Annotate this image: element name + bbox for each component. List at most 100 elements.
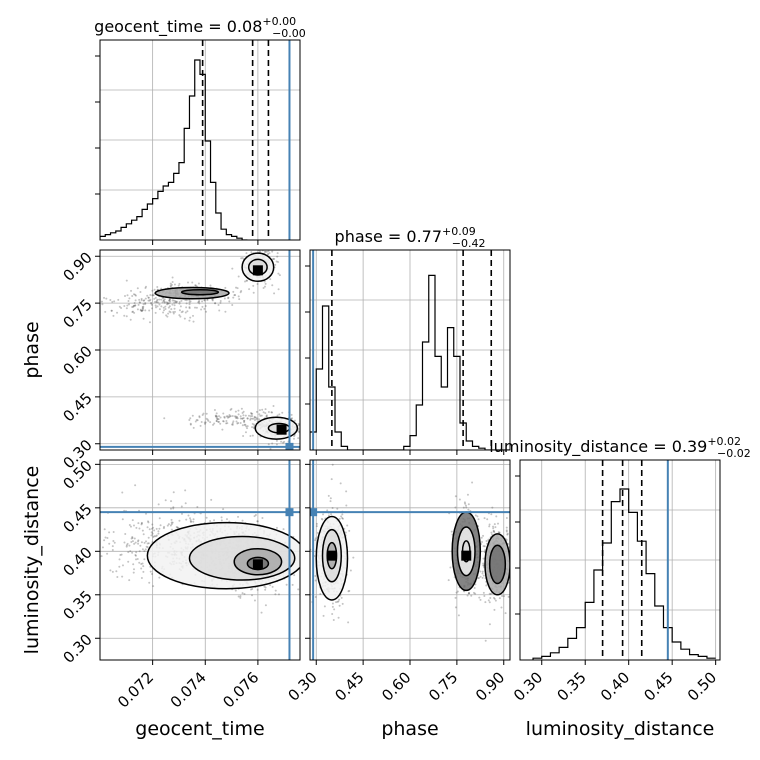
sample-point <box>172 506 175 509</box>
sample-point <box>144 303 147 306</box>
sample-point <box>494 526 497 529</box>
sample-point <box>272 405 275 408</box>
sample-point <box>235 420 238 423</box>
sample-point <box>251 594 254 597</box>
sample-point <box>265 414 268 417</box>
sample-point <box>242 435 245 438</box>
x-axis-label-luminosity_distance: luminosity_distance <box>526 718 715 740</box>
title-minus: −0.02 <box>717 447 751 460</box>
x-tick-label: 0.072 <box>114 668 157 711</box>
sample-point <box>263 585 266 588</box>
sample-point <box>458 498 461 501</box>
sample-point <box>468 592 471 595</box>
sample-point <box>329 500 332 503</box>
sample-point <box>139 309 142 312</box>
sample-point <box>497 531 500 534</box>
sample-point <box>141 307 144 310</box>
sample-point <box>493 597 496 600</box>
sample-point <box>251 412 254 415</box>
sample-point <box>488 592 491 595</box>
sample-point <box>106 552 109 555</box>
x-tick-label: 0.30 <box>510 668 546 704</box>
sample-point <box>118 558 121 561</box>
sample-point <box>174 301 177 304</box>
sample-point <box>172 491 175 494</box>
sample-point <box>349 569 352 572</box>
sample-point <box>52 526 54 528</box>
density-peak <box>326 550 337 561</box>
sample-point <box>138 301 141 304</box>
sample-point <box>301 408 303 410</box>
sample-point <box>259 246 261 248</box>
sample-point <box>170 521 173 524</box>
sample-point <box>100 300 103 303</box>
sample-point <box>118 565 121 568</box>
sample-point <box>239 596 242 599</box>
sample-point <box>331 507 334 510</box>
sample-point <box>192 520 195 523</box>
sample-point <box>277 261 280 264</box>
sample-point <box>454 606 457 609</box>
sample-point <box>277 288 280 291</box>
sample-point <box>185 306 188 309</box>
sample-point <box>474 514 477 517</box>
sample-point <box>211 299 214 302</box>
sample-point <box>134 304 137 307</box>
sample-point <box>450 530 453 533</box>
sample-point <box>200 308 203 311</box>
sample-point <box>174 300 177 303</box>
sample-point <box>252 291 255 294</box>
sample-point <box>188 307 191 310</box>
sample-point <box>490 513 493 516</box>
sample-point <box>263 285 266 288</box>
sample-point <box>134 299 137 302</box>
sample-point <box>125 279 128 282</box>
sample-point <box>172 312 175 315</box>
histogram-step <box>100 59 248 240</box>
sample-point <box>147 296 150 299</box>
y-tick-label: 0.75 <box>59 295 95 331</box>
histogram-step <box>532 488 716 660</box>
x-tick-label: 0.50 <box>684 668 720 704</box>
sample-point <box>243 423 246 426</box>
sample-point <box>477 577 480 580</box>
sample-point <box>232 296 235 299</box>
sample-point <box>153 300 156 303</box>
sample-point <box>85 527 87 529</box>
sample-point <box>252 426 255 429</box>
sample-point <box>138 298 141 301</box>
sample-point <box>244 431 247 434</box>
sample-point <box>146 294 149 297</box>
sample-point <box>127 560 130 563</box>
sample-point <box>482 564 485 567</box>
sample-point <box>111 300 114 303</box>
sample-point <box>164 499 167 502</box>
sample-point <box>197 282 200 285</box>
sample-point <box>339 482 342 485</box>
sample-point <box>466 493 469 496</box>
sample-point <box>275 443 278 446</box>
sample-point <box>219 416 222 419</box>
sample-point <box>153 535 156 538</box>
sample-point <box>241 256 244 259</box>
sample-point <box>73 299 75 301</box>
sample-point <box>473 586 476 589</box>
x-tick-label: 0.45 <box>331 668 367 704</box>
sample-point <box>276 255 279 258</box>
sample-point <box>227 296 230 299</box>
sample-point <box>238 298 241 301</box>
sample-point <box>201 300 204 303</box>
sample-point <box>180 311 183 314</box>
sample-point <box>134 484 137 487</box>
sample-point <box>123 305 126 308</box>
sample-point <box>483 545 486 548</box>
sample-point <box>162 311 165 314</box>
sample-point <box>269 447 272 450</box>
sample-point <box>205 417 208 420</box>
sample-point <box>488 523 491 526</box>
sample-point <box>282 441 285 444</box>
sample-point <box>456 590 459 593</box>
sample-point <box>314 596 317 599</box>
sample-point <box>265 250 268 253</box>
sample-point <box>222 412 225 415</box>
